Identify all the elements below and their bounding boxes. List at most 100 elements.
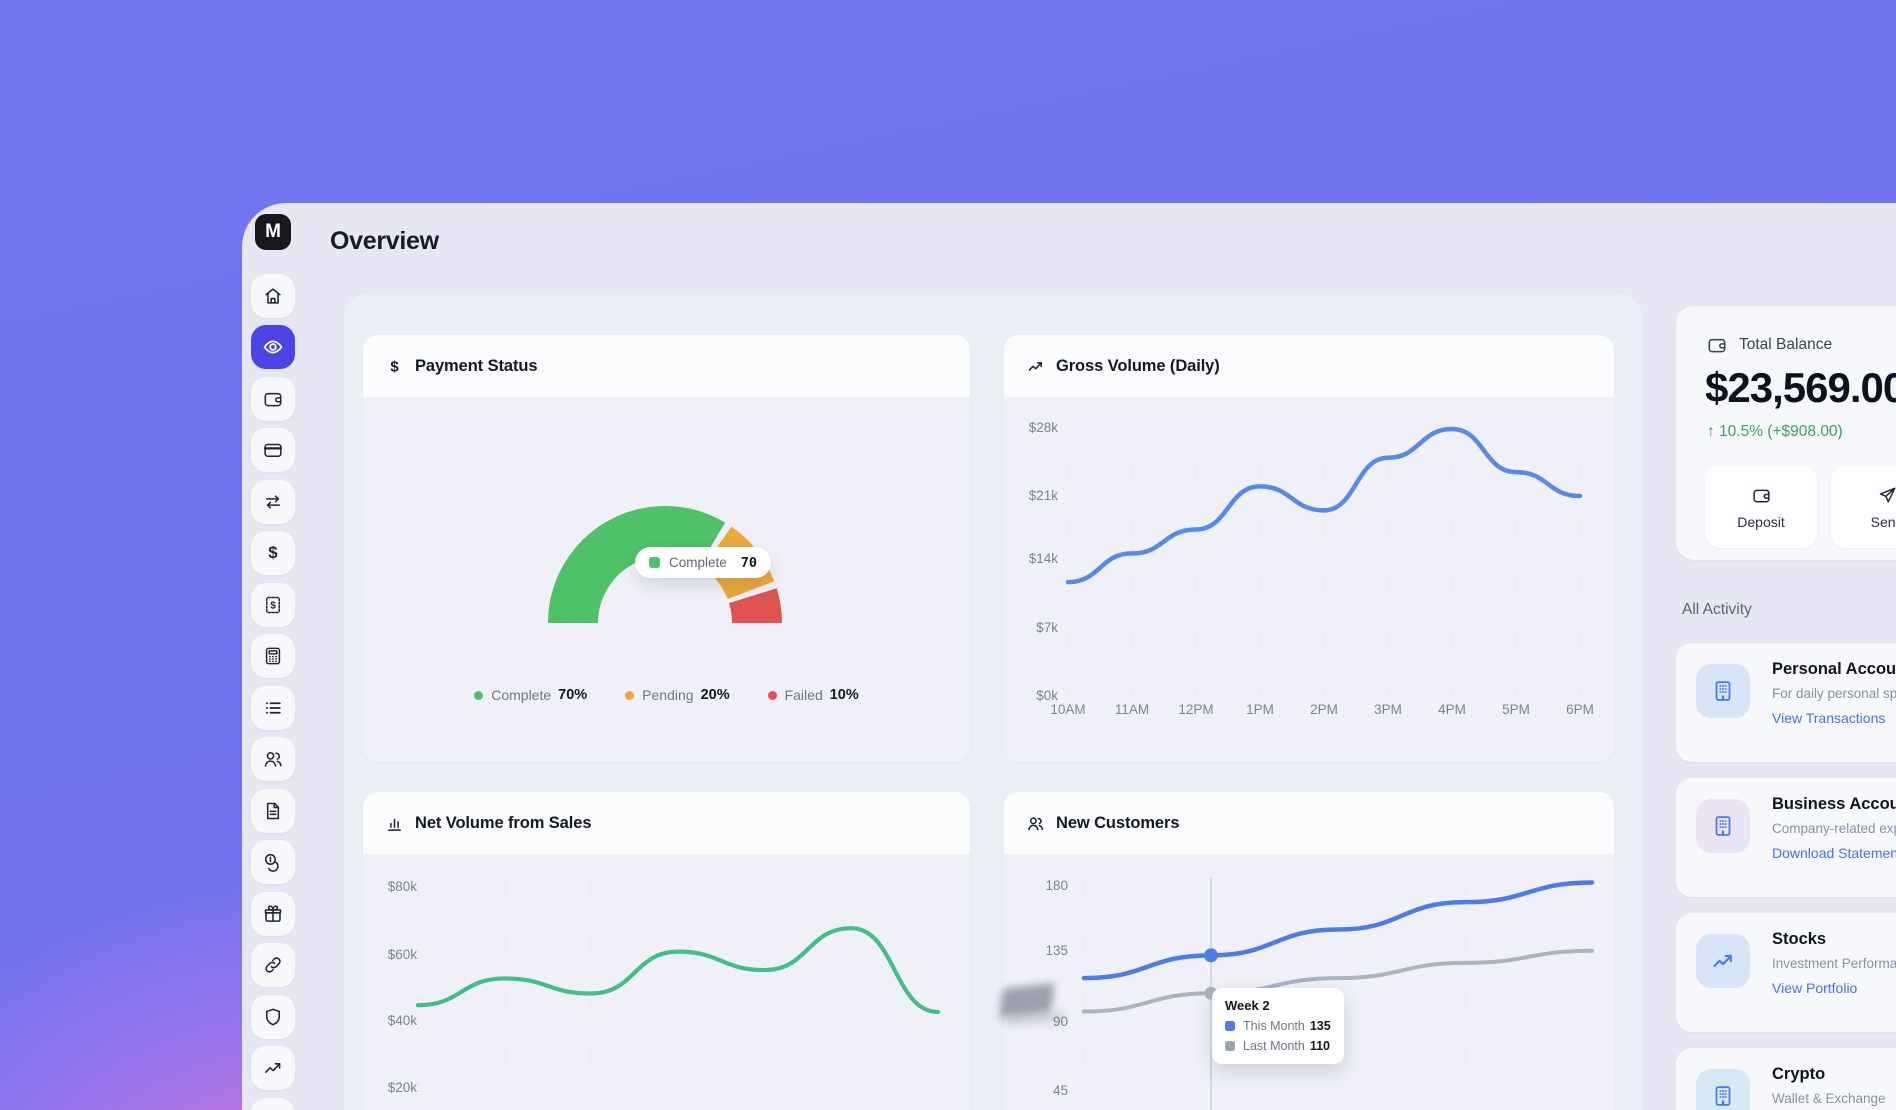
- new-customers-header: New Customers: [1004, 792, 1614, 854]
- customers-tooltip: Week 2 This Month 135 Last Month 110: [1212, 988, 1344, 1064]
- activity-desc: Investment Performance: [1772, 956, 1896, 971]
- gross-volume-chart: [1065, 426, 1583, 697]
- sidebar-item-analytics[interactable]: [251, 1046, 295, 1090]
- logo-letter: M: [265, 221, 281, 242]
- new-customers-chart: [1081, 877, 1595, 1110]
- x-tick: 6PM: [1566, 702, 1594, 717]
- icon-tile: [1696, 664, 1750, 718]
- icon-tile: [1696, 1069, 1750, 1110]
- sidebar-item-device[interactable]: [251, 1098, 295, 1110]
- sidebar-item-invoices[interactable]: $: [251, 583, 295, 627]
- card-title: New Customers: [1056, 813, 1180, 832]
- sidebar-item-overview[interactable]: [251, 325, 295, 369]
- sidebar-item-coins[interactable]: [251, 840, 295, 884]
- y-tick: $20k: [387, 1080, 417, 1095]
- credit-card-icon: [264, 443, 282, 458]
- sidebar-item-list[interactable]: [251, 686, 295, 730]
- sidebar-item-links[interactable]: [251, 943, 295, 987]
- y-tick: 180: [1045, 878, 1068, 893]
- sidebar-item-documents[interactable]: [251, 789, 295, 833]
- activity-item-stocks[interactable]: Stocks Investment Performance View Portf…: [1676, 913, 1896, 1032]
- activity-desc: Wallet & Exchange: [1772, 1091, 1886, 1106]
- legend-swatch: [1225, 1021, 1235, 1031]
- users-icon: [1028, 816, 1044, 830]
- x-tick: 11AM: [1114, 702, 1150, 717]
- sidebar-item-transfers[interactable]: [251, 480, 295, 524]
- card-title: Payment Status: [415, 356, 538, 375]
- y-tick: $40k: [387, 1013, 417, 1028]
- sidebar-item-wallet[interactable]: [251, 377, 295, 421]
- legend-swatch: [649, 557, 660, 568]
- tooltip-value: 70: [740, 554, 758, 571]
- card-title: Net Volume from Sales: [415, 813, 592, 832]
- tooltip-title: Week 2: [1225, 998, 1270, 1013]
- gross-volume-card: Gross Volume (Daily) $28k $21k $14k $7k …: [1004, 335, 1614, 762]
- wallet-icon: [264, 392, 282, 407]
- trend-up-icon: [1028, 361, 1042, 371]
- app-logo[interactable]: M: [255, 214, 291, 250]
- tooltip-row-this-month: This Month 135: [1225, 1019, 1331, 1033]
- sidebar-item-home[interactable]: [251, 274, 295, 318]
- x-tick: 3PM: [1374, 702, 1402, 717]
- svg-text:$: $: [270, 600, 276, 611]
- view-portfolio-link[interactable]: View Portfolio: [1772, 980, 1858, 996]
- dollar-icon: $: [268, 544, 277, 562]
- balance-amount: $23,569.00: [1705, 364, 1896, 411]
- dollar-icon: $: [390, 358, 399, 375]
- activity-title: Personal Account: [1772, 660, 1896, 678]
- activity-item-personal-account[interactable]: Personal Account For daily personal spen…: [1676, 643, 1896, 762]
- net-volume-chart: [415, 880, 941, 1110]
- download-statement-link[interactable]: Download Statement: [1772, 845, 1896, 861]
- x-tick: 1PM: [1246, 702, 1274, 717]
- deposit-button[interactable]: Deposit: [1705, 466, 1817, 548]
- eye-icon: [263, 340, 283, 354]
- wallet-icon: [1708, 338, 1726, 353]
- tooltip-row-last-month: Last Month 110: [1225, 1039, 1331, 1053]
- legend-item-pending: Pending 20%: [625, 687, 730, 703]
- y-tick: $0k: [1036, 688, 1058, 703]
- send-button[interactable]: Send: [1831, 466, 1896, 548]
- paper-plane-icon: [1879, 487, 1895, 503]
- y-tick: 45: [1052, 1083, 1068, 1098]
- activity-title: Stocks: [1772, 930, 1827, 948]
- trend-up-icon: [265, 1063, 281, 1073]
- activity-title: Business Account: [1772, 795, 1896, 813]
- app-window: M Overview $ $: [242, 203, 1896, 1110]
- wallet-icon: [1752, 489, 1770, 503]
- activity-item-crypto[interactable]: Crypto Wallet & Exchange: [1676, 1048, 1896, 1110]
- net-volume-header: Net Volume from Sales: [363, 792, 970, 854]
- new-customers-card: New Customers 180 135 90 45 Week 2 This …: [1004, 792, 1614, 1110]
- view-transactions-link[interactable]: View Transactions: [1772, 710, 1886, 726]
- icon-tile: [1696, 799, 1750, 853]
- x-tick: 12PM: [1178, 702, 1214, 717]
- total-balance-row: Total Balance: [1706, 334, 1832, 356]
- balance-change: ↑ 10.5% (+$908.00): [1707, 423, 1843, 440]
- x-tick: 10AM: [1050, 702, 1086, 717]
- sidebar-item-cards[interactable]: [251, 428, 295, 472]
- svg-text:$: $: [390, 358, 399, 375]
- sidebar-item-customers[interactable]: [251, 737, 295, 781]
- users-icon: [264, 751, 282, 767]
- payment-legend: Complete 70% Pending 20% Failed 10%: [363, 687, 970, 703]
- y-tick: $28k: [1028, 420, 1058, 435]
- card-title: Gross Volume (Daily): [1056, 356, 1220, 375]
- activity-item-business-account[interactable]: Business Account Company-related expense…: [1676, 778, 1896, 897]
- sidebar-item-security[interactable]: [251, 995, 295, 1039]
- legend-item-failed: Failed 10%: [767, 687, 859, 703]
- x-tick: 4PM: [1438, 702, 1466, 717]
- sidebar-item-rewards[interactable]: [251, 892, 295, 936]
- sidebar-item-payments[interactable]: $: [251, 531, 295, 575]
- net-volume-card: Net Volume from Sales $80k $60k $40k $20…: [363, 792, 970, 1110]
- sidebar-item-calculator[interactable]: [251, 634, 295, 678]
- payment-status-header: $ Payment Status: [363, 335, 970, 397]
- legend-dot: [625, 690, 635, 700]
- all-activity-heading: All Activity: [1682, 601, 1752, 618]
- this-month-point[interactable]: [1204, 948, 1218, 963]
- coins-icon: [264, 853, 279, 872]
- building-icon: [1715, 816, 1731, 836]
- y-tick: $80k: [387, 879, 417, 894]
- receipt-dollar-icon: $: [266, 596, 280, 614]
- calculator-icon: [265, 647, 281, 665]
- activity-title: Crypto: [1772, 1065, 1826, 1083]
